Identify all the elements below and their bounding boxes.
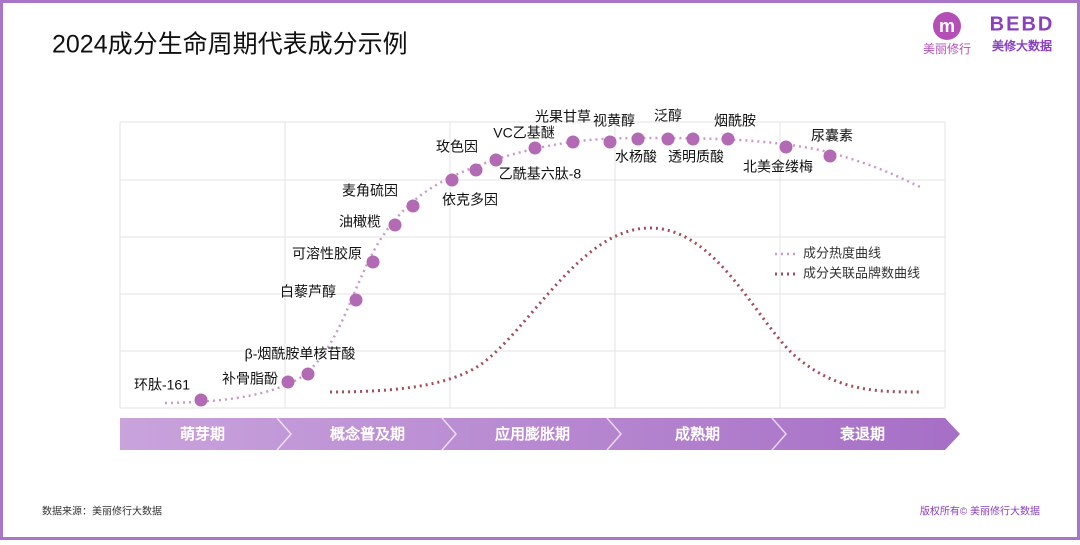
ingredient-label: 烟酰胺 xyxy=(714,113,756,129)
phase-divider xyxy=(441,417,457,451)
ingredient-label: β-烟酰胺单核苷酸 xyxy=(245,346,356,362)
ingredient-label: 尿囊素 xyxy=(811,128,853,144)
ingredient-label: 水杨酸 xyxy=(615,149,657,165)
ingredient-label: 依克多因 xyxy=(442,192,498,208)
brand-mark: BEBD xyxy=(990,13,1055,35)
ingredient-point xyxy=(281,375,295,389)
phase-label: 衰退期 xyxy=(839,425,885,443)
ingredient-label: 白藜芦醇 xyxy=(280,284,336,300)
ingredient-label: 环肽-161 xyxy=(134,377,190,393)
ingredient-label: 麦角硫因 xyxy=(342,183,398,199)
phase-arrow xyxy=(120,418,960,450)
ingredient-label: 北美金缕梅 xyxy=(743,159,813,175)
phase-divider xyxy=(771,417,787,451)
logo-caption: 美丽修行 xyxy=(923,41,971,56)
ingredient-point xyxy=(721,132,735,146)
ingredient-label: 泛醇 xyxy=(654,108,682,124)
ingredient-point xyxy=(349,293,363,307)
ingredient-point xyxy=(469,163,483,177)
ingredient-label: 玫色因 xyxy=(436,139,478,155)
phase-divider xyxy=(276,417,292,451)
ingredient-point xyxy=(603,135,617,149)
phase-label: 应用膨胀期 xyxy=(495,425,570,443)
phase-bar: 萌芽期 概念普及期 应用膨胀期 成熟期 衰退期 xyxy=(120,417,960,451)
phase-label: 萌芽期 xyxy=(180,425,225,443)
ingredient-label: 可溶性胶原 xyxy=(292,246,362,262)
legend-label: 成分热度曲线 xyxy=(803,245,881,260)
legend-label: 成分关联品牌数曲线 xyxy=(803,265,920,280)
ingredient-point xyxy=(779,140,793,154)
ingredient-point xyxy=(566,135,580,149)
ingredient-point xyxy=(661,132,675,146)
heat-curve xyxy=(164,136,923,405)
ingredient-point xyxy=(194,393,208,407)
ingredient-label: 透明质酸 xyxy=(668,149,724,165)
ingredient-label: 视黄醇 xyxy=(593,113,635,129)
ingredient-label: VC乙基醚 xyxy=(493,125,554,141)
title: 2024成分生命周期代表成分示例 xyxy=(52,31,408,59)
brand-caption: 美修大数据 xyxy=(992,38,1052,53)
ingredient-point xyxy=(301,367,315,381)
ingredient-point xyxy=(528,141,542,155)
logo-icon xyxy=(933,12,961,40)
ingredient-point xyxy=(631,132,645,146)
phase-label: 概念普及期 xyxy=(330,425,405,443)
ingredient-point xyxy=(823,149,837,163)
phase-label: 成熟期 xyxy=(675,425,720,443)
ingredient-point xyxy=(489,153,503,167)
phase-divider xyxy=(606,417,622,451)
source: 数据来源：美丽修行大数据 xyxy=(42,505,162,518)
ingredient-point xyxy=(366,255,380,269)
ingredient-label: 乙酰基六肽-8 xyxy=(499,166,582,182)
ingredient-point xyxy=(686,132,700,146)
ingredient-point xyxy=(388,218,402,232)
ingredient-point xyxy=(445,173,459,187)
ingredient-point xyxy=(406,199,420,213)
ingredient-label: 光果甘草 xyxy=(535,109,591,125)
logo-icon-letter: m xyxy=(939,16,955,36)
copyright: 版权所有© 美丽修行大数据 xyxy=(920,505,1040,518)
ingredient-label: 补骨脂酚 xyxy=(222,371,278,387)
ingredient-label: 油橄榄 xyxy=(339,214,381,230)
grid xyxy=(119,121,946,409)
